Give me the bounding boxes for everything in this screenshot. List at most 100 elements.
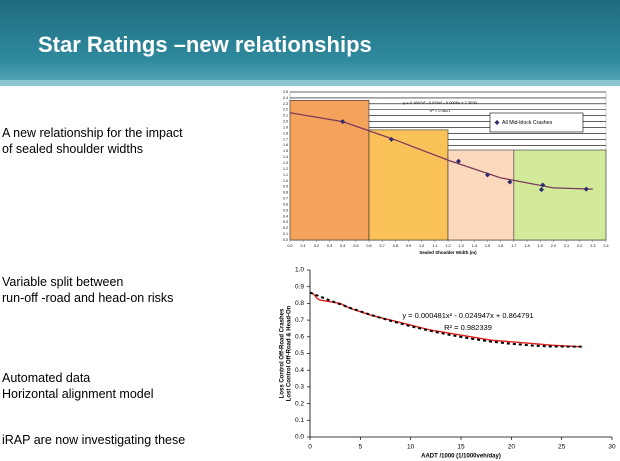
x-tick-label: 1.0 bbox=[419, 244, 424, 248]
y-tick-label: 0.2 bbox=[283, 226, 288, 230]
text-line: Automated data bbox=[2, 371, 91, 385]
y-tick-label: 0.4 bbox=[283, 214, 288, 218]
y-tick-label: 1.2 bbox=[283, 167, 288, 171]
y-tick-label: 0.2 bbox=[295, 400, 304, 407]
equation: y = 0.1667x³ - 0.676x² - 0.0006x + 2.303… bbox=[403, 100, 477, 105]
y-tick-label: 2.5 bbox=[283, 90, 288, 94]
shoulder-region bbox=[289, 99, 370, 241]
x-tick-label: 30 bbox=[608, 444, 616, 451]
y-tick-label: 0.8 bbox=[295, 300, 304, 307]
text-line: of sealed shoulder widths bbox=[2, 142, 144, 156]
y-tick-label: 0.3 bbox=[295, 384, 304, 391]
y-tick-label: 0.5 bbox=[283, 208, 288, 212]
x-tick-label: 25 bbox=[558, 444, 566, 451]
y-tick-label: 2.2 bbox=[283, 108, 288, 112]
x-tick-label: 0.0 bbox=[287, 244, 292, 248]
series-line bbox=[312, 292, 582, 348]
shoulder-region bbox=[368, 129, 449, 241]
text-line: iRAP are now investigating these bbox=[2, 433, 186, 447]
shoulder-region bbox=[447, 149, 515, 241]
y-tick-label: 0.1 bbox=[283, 232, 288, 236]
data-point bbox=[456, 158, 462, 164]
text-block: iRAP are now investigating these bbox=[2, 432, 185, 448]
x-tick-label: 1.9 bbox=[538, 244, 543, 248]
x-tick-label: 10 bbox=[407, 444, 415, 451]
y-tick-label: 0.9 bbox=[295, 283, 304, 290]
header: Star Ratings –new relationships bbox=[0, 0, 620, 86]
y-tick-label: 1.6 bbox=[283, 143, 288, 147]
y-tick-label: 0.4 bbox=[295, 367, 304, 374]
x-tick-label: 1.4 bbox=[472, 244, 477, 248]
text-line: Horizontal alignment model bbox=[2, 387, 154, 401]
x-tick-label: 0.9 bbox=[406, 244, 411, 248]
x-tick-label: 0.3 bbox=[327, 244, 332, 248]
legend-marker bbox=[494, 120, 500, 125]
x-tick-label: 0.8 bbox=[393, 244, 398, 248]
x-tick-label: 1.6 bbox=[498, 244, 503, 248]
y-tick-label: 1.4 bbox=[283, 155, 288, 159]
x-tick-label: 1.2 bbox=[445, 244, 450, 248]
y-tick-label: 0.8 bbox=[283, 191, 288, 195]
x-tick-label: 0 bbox=[308, 444, 312, 451]
text-line: Variable split between bbox=[2, 275, 124, 289]
y-axis-label: Lost Control Off-Road & Head-On bbox=[287, 305, 293, 401]
x-tick-label: 2.4 bbox=[603, 244, 608, 248]
y-tick-label: 1.8 bbox=[283, 131, 288, 135]
x-tick-label: 1.8 bbox=[524, 244, 529, 248]
x-tick-label: 5 bbox=[359, 444, 363, 451]
y-tick-label: 1.1 bbox=[283, 173, 288, 177]
y-tick-label: 1.0 bbox=[283, 179, 288, 183]
equation: y = 0.000481x² - 0.024947x + 0.864791 bbox=[402, 311, 533, 320]
y-tick-label: 2.3 bbox=[283, 102, 288, 106]
x-tick-label: 0.2 bbox=[314, 244, 319, 248]
x-tick-label: 0.1 bbox=[301, 244, 306, 248]
data-point bbox=[340, 119, 346, 125]
x-tick-label: 0.4 bbox=[340, 244, 345, 248]
r-squared: R² = 0.9621 bbox=[429, 108, 451, 113]
y-tick-label: 2.4 bbox=[283, 96, 288, 100]
x-tick-label: 1.7 bbox=[511, 244, 516, 248]
shoulder-region bbox=[513, 149, 607, 241]
y-tick-label: 0.7 bbox=[295, 317, 304, 324]
data-point bbox=[388, 136, 394, 142]
x-tick-label: 2.1 bbox=[564, 244, 569, 248]
text-block: A new relationship for the impact of sea… bbox=[2, 125, 183, 157]
slide-title: Star Ratings –new relationships bbox=[38, 32, 372, 57]
x-tick-label: 15 bbox=[457, 444, 465, 451]
x-tick-label: 2.2 bbox=[577, 244, 582, 248]
y-tick-label: 0.7 bbox=[283, 197, 288, 201]
y-tick-label: 0.6 bbox=[295, 334, 304, 341]
x-tick-label: 1.1 bbox=[432, 244, 437, 248]
data-point bbox=[540, 182, 546, 188]
r-squared: R² = 0.982339 bbox=[444, 323, 492, 332]
x-tick-label: 0.7 bbox=[380, 244, 385, 248]
data-point bbox=[583, 186, 589, 192]
y-tick-label: 1.0 bbox=[295, 267, 304, 274]
data-point bbox=[507, 179, 513, 185]
y-tick-label: 2.1 bbox=[283, 114, 288, 118]
header-strip bbox=[0, 80, 620, 86]
data-point bbox=[485, 172, 490, 178]
x-tick-label: 20 bbox=[508, 444, 516, 451]
y-tick-label: 0.6 bbox=[283, 202, 288, 206]
y-tick-label: 1.9 bbox=[283, 125, 288, 129]
x-tick-label: 1.5 bbox=[485, 244, 490, 248]
y-tick-label: 1.3 bbox=[283, 161, 288, 165]
text-line: run-off -road and head-on risks bbox=[2, 291, 174, 305]
y-tick-label: 0.1 bbox=[295, 417, 304, 424]
x-tick-label: 0.6 bbox=[366, 244, 371, 248]
x-tick-label: 1.3 bbox=[459, 244, 464, 248]
legend-box bbox=[489, 112, 584, 133]
y-tick-label: 0.3 bbox=[283, 220, 288, 224]
x-tick-label: 0.5 bbox=[353, 244, 358, 248]
x-tick-label: 2.0 bbox=[551, 244, 556, 248]
x-axis-label: Sealed Shoulder Width (m) bbox=[419, 250, 477, 255]
y-tick-label: 1.5 bbox=[283, 149, 288, 153]
text-line: A new relationship for the impact bbox=[2, 126, 183, 140]
text-block: Variable split between run-off -road and… bbox=[2, 274, 173, 306]
text-block: Automated data Horizontal alignment mode… bbox=[2, 370, 153, 402]
y-tick-label: 0.5 bbox=[295, 350, 304, 357]
y-tick-label: 0.0 bbox=[295, 434, 304, 441]
